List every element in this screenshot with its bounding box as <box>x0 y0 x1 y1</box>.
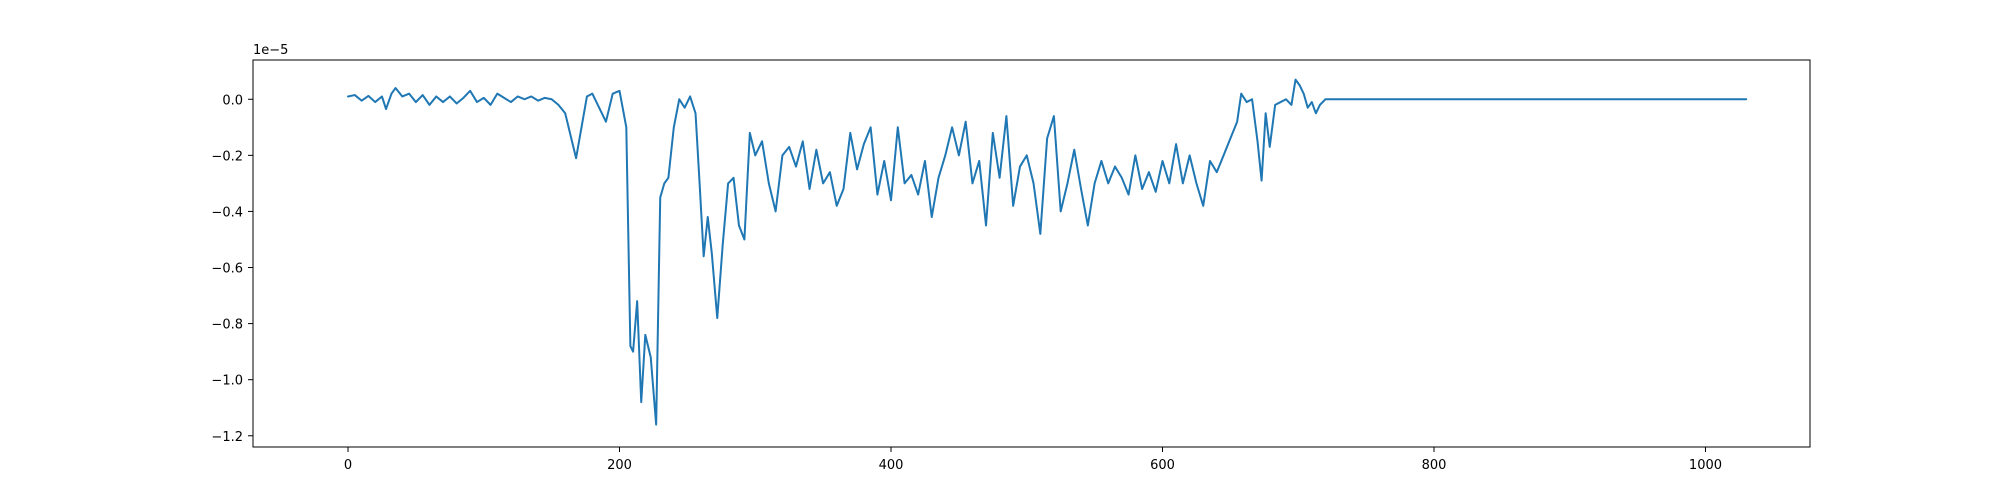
y-tick-label: −0.4 <box>211 205 243 220</box>
y-offset-label: 1e−5 <box>253 43 288 58</box>
y-tick-label: −0.2 <box>211 149 243 164</box>
x-tick-label: 600 <box>1150 458 1175 473</box>
y-tick-label: −1.0 <box>211 374 243 389</box>
x-tick-label: 200 <box>607 458 632 473</box>
x-tick-label: 400 <box>879 458 904 473</box>
x-tick-label: 800 <box>1422 458 1447 473</box>
x-axis: 0 200 400 600 800 1000 <box>344 447 1722 473</box>
y-tick-label: −0.8 <box>211 318 243 333</box>
plot-area <box>347 78 1748 426</box>
y-tick-label: −0.6 <box>211 262 243 277</box>
y-tick-label: 0.0 <box>222 93 243 108</box>
series-line <box>347 78 1748 426</box>
y-axis: 0.0 −0.2 −0.4 −0.6 −0.8 −1.0 −1.2 <box>211 93 253 445</box>
axes-frame <box>252 59 1811 448</box>
y-tick-label: −1.2 <box>211 430 243 445</box>
x-tick-label: 0 <box>344 458 352 473</box>
x-tick-label: 1000 <box>1689 458 1722 473</box>
